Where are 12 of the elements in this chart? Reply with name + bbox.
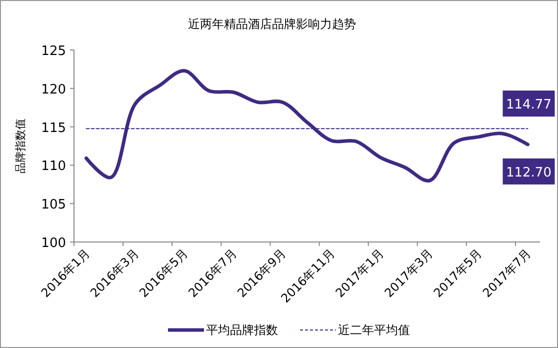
data-label: 112.70 bbox=[506, 165, 552, 180]
y-tick-label: 115 bbox=[41, 120, 66, 136]
y-axis-title: 品牌指数值 bbox=[14, 118, 27, 174]
y-tick-label: 125 bbox=[41, 44, 66, 59]
y-tick-label: 105 bbox=[41, 198, 66, 213]
y-tick-label: 110 bbox=[41, 159, 66, 174]
chart-title: 近两年精品酒店品牌影响力趋势 bbox=[188, 17, 356, 31]
legend-label: 近二年平均值 bbox=[338, 323, 410, 337]
y-tick-label: 120 bbox=[41, 82, 66, 98]
y-tick-label: 100 bbox=[41, 236, 66, 251]
legend-label: 平均品牌指数 bbox=[206, 323, 278, 337]
data-label: 114.77 bbox=[506, 98, 552, 113]
